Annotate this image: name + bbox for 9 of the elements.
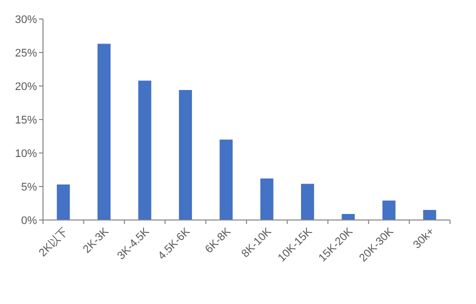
y-tick-label: 5% — [21, 182, 38, 194]
y-tick-label: 15% — [14, 114, 38, 126]
x-tick-label: 2K以下 — [36, 224, 70, 260]
y-tick-label: 0% — [21, 215, 38, 227]
y-tick-label: 10% — [14, 148, 38, 160]
y-tick-label: 20% — [14, 81, 38, 93]
y-tick-label: 30% — [14, 14, 38, 26]
x-tick-label: 30k+ — [411, 226, 437, 252]
y-tick-label: 25% — [14, 48, 38, 60]
